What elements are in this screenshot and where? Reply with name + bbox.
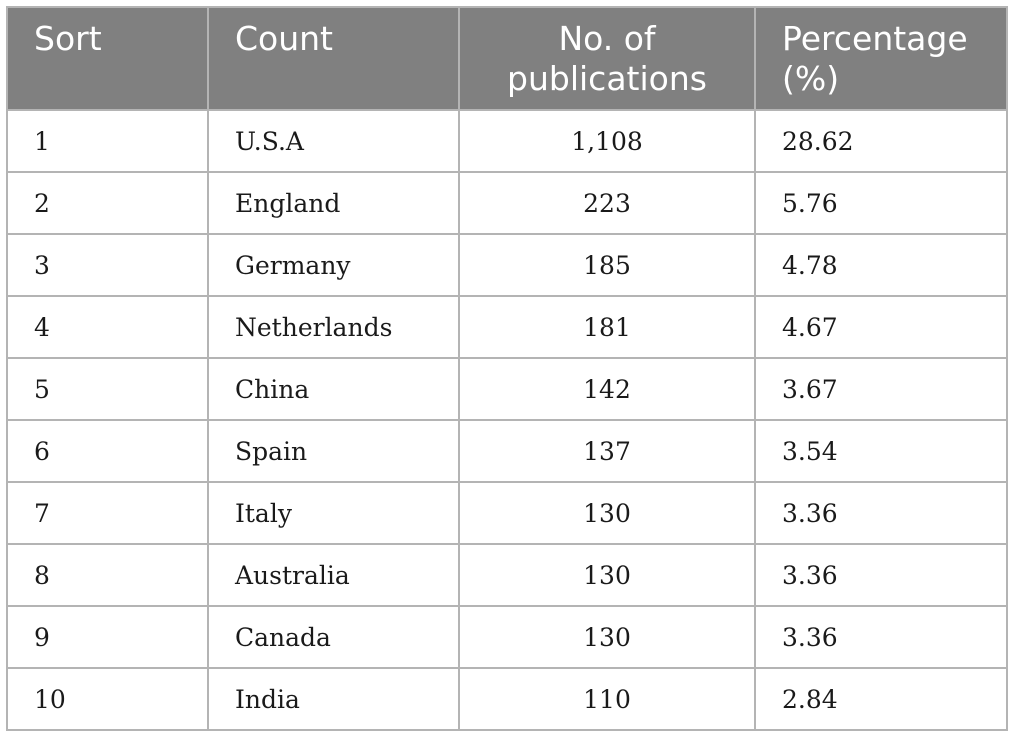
header-sort: Sort bbox=[6, 6, 209, 111]
publications-cell: 130 bbox=[458, 543, 756, 607]
table-row: 4 Netherlands 181 4.67 bbox=[6, 295, 1008, 359]
country-cell: U.S.A bbox=[207, 109, 460, 173]
table-row: 9 Canada 130 3.36 bbox=[6, 605, 1008, 669]
percentage-cell: 3.36 bbox=[754, 481, 1008, 545]
table-body: 1 U.S.A 1,108 28.62 2 England 223 5.76 3… bbox=[6, 109, 1008, 731]
percentage-cell: 4.78 bbox=[754, 233, 1008, 297]
publications-cell: 137 bbox=[458, 419, 756, 483]
publications-cell: 130 bbox=[458, 605, 756, 669]
publications-table-container: Sort Count No. of publications Percentag… bbox=[6, 6, 1008, 731]
country-cell: India bbox=[207, 667, 460, 731]
percentage-cell: 2.84 bbox=[754, 667, 1008, 731]
header-publications: No. of publications bbox=[458, 6, 756, 111]
percentage-cell: 5.76 bbox=[754, 171, 1008, 235]
sort-cell: 6 bbox=[6, 419, 209, 483]
percentage-cell: 3.36 bbox=[754, 543, 1008, 607]
sort-cell: 3 bbox=[6, 233, 209, 297]
sort-cell: 2 bbox=[6, 171, 209, 235]
sort-cell: 5 bbox=[6, 357, 209, 421]
publications-cell: 110 bbox=[458, 667, 756, 731]
publications-cell: 223 bbox=[458, 171, 756, 235]
table-header: Sort Count No. of publications Percentag… bbox=[6, 6, 1008, 111]
sort-cell: 8 bbox=[6, 543, 209, 607]
percentage-cell: 3.67 bbox=[754, 357, 1008, 421]
percentage-cell: 4.67 bbox=[754, 295, 1008, 359]
country-cell: Canada bbox=[207, 605, 460, 669]
percentage-cell: 28.62 bbox=[754, 109, 1008, 173]
percentage-cell: 3.36 bbox=[754, 605, 1008, 669]
sort-cell: 4 bbox=[6, 295, 209, 359]
sort-cell: 9 bbox=[6, 605, 209, 669]
percentage-cell: 3.54 bbox=[754, 419, 1008, 483]
sort-cell: 7 bbox=[6, 481, 209, 545]
sort-cell: 1 bbox=[6, 109, 209, 173]
country-cell: Australia bbox=[207, 543, 460, 607]
publications-cell: 1,108 bbox=[458, 109, 756, 173]
sort-cell: 10 bbox=[6, 667, 209, 731]
publications-cell: 185 bbox=[458, 233, 756, 297]
publications-cell: 142 bbox=[458, 357, 756, 421]
country-cell: Italy bbox=[207, 481, 460, 545]
publications-cell: 181 bbox=[458, 295, 756, 359]
header-count: Count bbox=[207, 6, 460, 111]
table-row: 8 Australia 130 3.36 bbox=[6, 543, 1008, 607]
country-cell: Netherlands bbox=[207, 295, 460, 359]
country-cell: China bbox=[207, 357, 460, 421]
country-cell: England bbox=[207, 171, 460, 235]
country-cell: Spain bbox=[207, 419, 460, 483]
table-row: 10 India 110 2.84 bbox=[6, 667, 1008, 731]
table-row: 6 Spain 137 3.54 bbox=[6, 419, 1008, 483]
header-row: Sort Count No. of publications Percentag… bbox=[6, 6, 1008, 111]
publications-by-country-table: Sort Count No. of publications Percentag… bbox=[6, 6, 1008, 731]
table-row: 7 Italy 130 3.36 bbox=[6, 481, 1008, 545]
country-cell: Germany bbox=[207, 233, 460, 297]
table-row: 5 China 142 3.67 bbox=[6, 357, 1008, 421]
table-row: 2 England 223 5.76 bbox=[6, 171, 1008, 235]
table-row: 3 Germany 185 4.78 bbox=[6, 233, 1008, 297]
header-percentage: Percentage (%) bbox=[754, 6, 1008, 111]
publications-cell: 130 bbox=[458, 481, 756, 545]
table-row: 1 U.S.A 1,108 28.62 bbox=[6, 109, 1008, 173]
